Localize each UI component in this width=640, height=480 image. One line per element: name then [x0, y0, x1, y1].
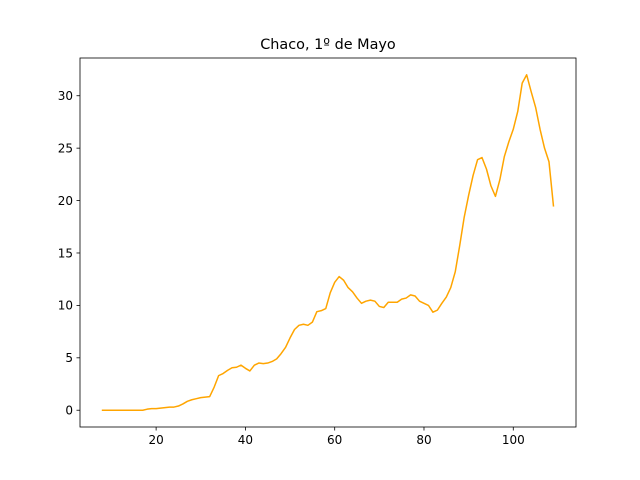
x-tick-label: 20: [148, 433, 163, 447]
x-tick-label: 40: [238, 433, 253, 447]
series-line-0: [101, 74, 555, 411]
plot-area: [101, 74, 555, 411]
y-tick-label: 15: [58, 246, 73, 260]
x-tick-label: 60: [327, 433, 342, 447]
axes: 20 40 60 80 100 0 5 10 15 20 25 30: [58, 57, 577, 447]
x-tick-label: 100: [502, 433, 525, 447]
y-tick-label: 0: [65, 404, 73, 418]
y-tick-label: 30: [58, 89, 73, 103]
y-tick-label: 5: [65, 351, 73, 365]
chart-title: Chaco, 1º de Mayo: [260, 37, 396, 53]
axes-frame: [79, 57, 577, 428]
y-tick-label: 20: [58, 194, 73, 208]
x-tick-label: 80: [416, 433, 431, 447]
y-tick-label: 25: [58, 141, 73, 155]
y-tick-label: 10: [58, 299, 73, 313]
